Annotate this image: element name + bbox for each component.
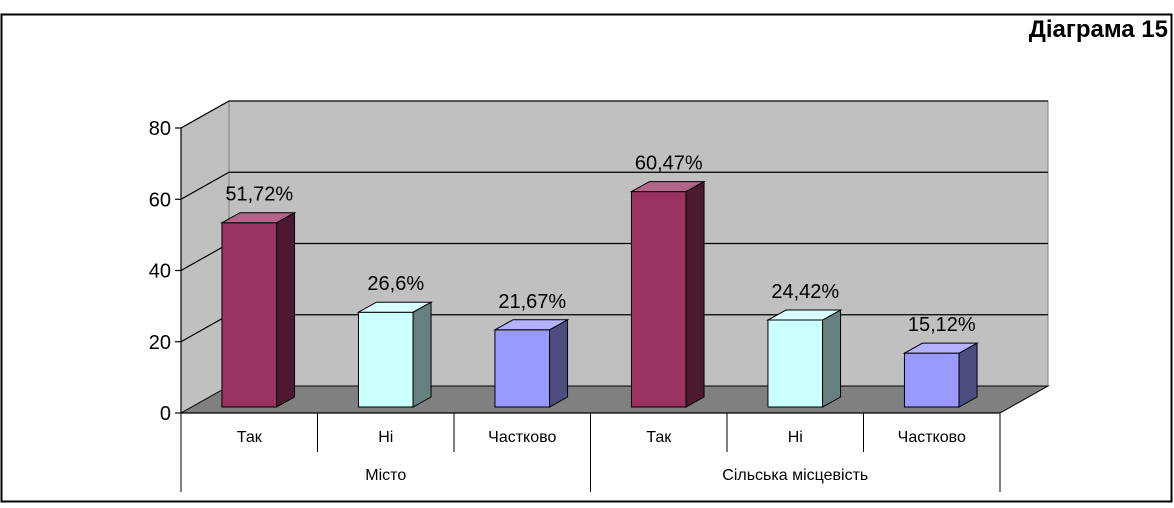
x-tick-label: Ні — [788, 429, 803, 446]
bar — [903, 352, 960, 408]
bar — [494, 329, 551, 408]
bar-top — [220, 212, 297, 224]
y-tick-label: 60 — [149, 189, 171, 211]
bar-top — [766, 309, 843, 321]
gridline — [180, 100, 1048, 129]
data-label: 21,67% — [498, 291, 566, 313]
x-tick-label: Так — [646, 429, 672, 446]
x-tick-label: Частково — [898, 429, 966, 446]
bar-top — [356, 301, 433, 313]
chart-title: Діаграма 15 — [1028, 16, 1168, 43]
bar — [357, 311, 414, 408]
data-label: 15,12% — [908, 314, 976, 336]
x-tick-label: Частково — [488, 429, 556, 446]
bar — [630, 191, 687, 408]
y-tick-label: 0 — [160, 403, 171, 425]
bar — [767, 319, 824, 408]
data-label: 51,72% — [225, 184, 293, 206]
bar-side — [412, 301, 432, 408]
gridline — [180, 171, 1048, 200]
bar-top — [493, 319, 570, 331]
y-tick-label: 80 — [149, 118, 171, 140]
data-label: 60,47% — [635, 153, 703, 175]
bar-top — [902, 342, 979, 354]
x-group-label: Сільська місцевість — [722, 467, 868, 484]
x-group-label: Місто — [365, 467, 406, 484]
x-tick-label: Ні — [378, 429, 393, 446]
data-label: 24,42% — [771, 281, 839, 303]
bar-top — [629, 181, 706, 193]
bar-side — [276, 211, 296, 408]
data-label: 26,6% — [367, 273, 424, 295]
bar-side — [685, 180, 705, 408]
x-tick-label: Так — [237, 429, 263, 446]
bar-side — [958, 342, 978, 408]
bar — [221, 222, 278, 408]
y-tick-label: 40 — [149, 261, 171, 283]
bar-side — [549, 318, 569, 408]
bar-side — [822, 309, 842, 408]
y-tick-label: 20 — [149, 332, 171, 354]
